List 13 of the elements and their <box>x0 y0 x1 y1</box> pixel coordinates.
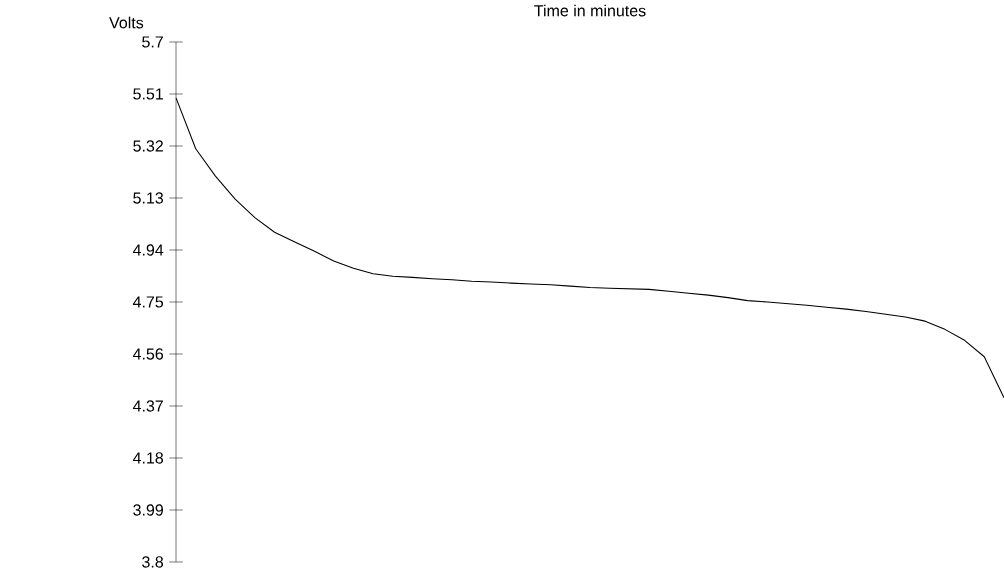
y-tick-label: 5.13 <box>133 192 164 204</box>
y-tick-label: 5.51 <box>133 88 163 100</box>
y-tick-label: 4.94 <box>132 244 164 256</box>
y-tick-label: 5.7 <box>142 36 163 48</box>
y-tick-label: 4.56 <box>132 348 164 360</box>
y-tick-label: 4.37 <box>132 400 163 412</box>
chart-title: Time in minutes <box>534 4 646 17</box>
y-axis-title: Volts <box>109 16 144 29</box>
y-tick-label: 3.8 <box>142 556 164 568</box>
y-tick-label: 5.32 <box>133 140 163 152</box>
y-tick-label: 3.99 <box>133 504 163 516</box>
y-tick-label: 4.18 <box>132 452 164 464</box>
y-tick-label: 4.75 <box>132 296 164 308</box>
